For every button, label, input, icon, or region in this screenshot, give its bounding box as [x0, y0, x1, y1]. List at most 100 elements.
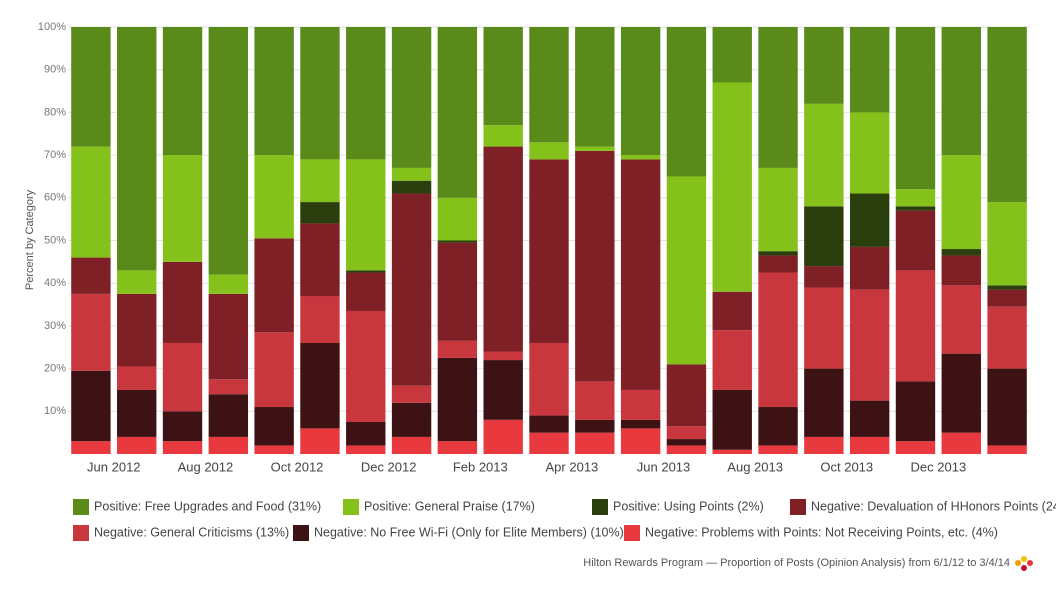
x-tick-label: Aug 2012: [178, 459, 234, 474]
bar-segment: [987, 445, 1027, 454]
bar-segment: [529, 432, 569, 454]
bar-segment: [117, 27, 157, 271]
legend-label: Positive: Using Points (2%): [613, 499, 764, 513]
bar-segment: [620, 155, 661, 160]
legend-label: Positive: Free Upgrades and Food (31%): [94, 499, 321, 513]
bar-segment: [208, 274, 249, 294]
bar-segment: [712, 27, 752, 83]
bar-segment: [391, 193, 432, 386]
bar-segment: [895, 381, 936, 442]
bar-segment: [804, 103, 844, 207]
bar-segment: [895, 210, 936, 271]
bar-segment: [987, 285, 1027, 290]
x-tick-label: Oct 2013: [820, 459, 873, 474]
legend-label: Negative: Devaluation of HHonors Points …: [811, 499, 1056, 513]
bar-segment: [987, 202, 1027, 286]
bar-segment: [254, 445, 294, 454]
bar-segment: [666, 445, 707, 454]
bar-segment: [346, 27, 386, 160]
bar-segment: [758, 255, 798, 273]
bar-segment: [666, 27, 707, 177]
bar-segment: [849, 436, 890, 454]
bar-segment: [666, 176, 707, 365]
bar-segment: [483, 351, 523, 361]
bar-segment: [162, 155, 203, 262]
bar-segment: [346, 421, 386, 446]
bar-segment: [666, 364, 707, 427]
bar-segment: [620, 428, 661, 454]
bar-segment: [208, 379, 249, 395]
legend-swatch: [624, 525, 640, 541]
legend-swatch: [73, 499, 89, 515]
bar-segment: [941, 155, 981, 250]
y-tick-label: 100%: [38, 21, 66, 33]
bar-segment: [941, 255, 981, 286]
bar-segment: [895, 270, 936, 382]
bar-segment: [758, 167, 798, 252]
legend-label: Negative: No Free Wi-Fi (Only for Elite …: [314, 525, 624, 539]
bar-segment: [437, 27, 478, 198]
bar-segment: [346, 310, 386, 422]
bar-segment: [575, 27, 615, 147]
bar-segment: [575, 381, 615, 420]
bar-segment: [941, 285, 981, 354]
bar-segment: [437, 197, 478, 241]
bar-segment: [758, 251, 798, 256]
bar-segment: [941, 249, 981, 256]
bar-segment: [391, 402, 432, 437]
bar-segment: [254, 27, 294, 156]
bar-segment: [895, 27, 936, 190]
bar-segment: [620, 27, 661, 156]
legend-swatch: [343, 499, 359, 515]
bar-segment: [117, 270, 157, 294]
bar-segment: [575, 432, 615, 454]
bar-segment: [208, 394, 249, 437]
x-tick-label: Dec 2012: [361, 459, 417, 474]
bar-segment: [895, 206, 936, 211]
bar-segment: [758, 27, 798, 168]
bar-segment: [804, 266, 844, 288]
bar-segment: [346, 270, 386, 273]
bar-segment: [437, 340, 478, 358]
legend-swatch: [73, 525, 89, 541]
bar-segment: [71, 257, 111, 294]
y-tick-label: 50%: [44, 234, 66, 246]
bar-segment: [529, 142, 569, 160]
legend-swatch: [592, 499, 608, 515]
x-tick-label: Dec 2013: [911, 459, 967, 474]
bar-segment: [483, 27, 523, 126]
bar-segment: [254, 155, 294, 239]
bar-segment: [849, 112, 890, 194]
legend-label: Negative: General Criticisms (13%): [94, 525, 289, 539]
bar-segment: [712, 330, 752, 390]
bar-segment: [941, 27, 981, 156]
y-tick-label: 60%: [44, 192, 66, 204]
bar-segment: [71, 370, 111, 442]
bar-segment: [941, 353, 981, 433]
x-tick-label: Oct 2012: [271, 459, 324, 474]
bar-segment: [804, 368, 844, 437]
bar-segment: [300, 428, 340, 454]
legend-swatch: [790, 499, 806, 515]
bar-segment: [895, 441, 936, 454]
bar-segment: [391, 27, 432, 168]
bar-segment: [804, 436, 844, 454]
legend-label: Negative: Problems with Points: Not Rece…: [645, 525, 998, 539]
bar-segment: [941, 432, 981, 454]
bar-segment: [712, 449, 752, 454]
bar-segment: [208, 436, 249, 454]
bar-segment: [575, 146, 615, 151]
bar-segment: [300, 296, 340, 343]
bar-segment: [300, 223, 340, 297]
bar-segment: [483, 125, 523, 147]
bar-segment: [437, 242, 478, 341]
bar-segment: [804, 287, 844, 369]
bar-segment: [300, 202, 340, 224]
bar-segment: [254, 238, 294, 333]
bar-segment: [254, 332, 294, 408]
bar-segment: [437, 357, 478, 442]
bar-segment: [346, 445, 386, 454]
bar-segment: [117, 366, 157, 390]
bar-segment: [987, 27, 1027, 203]
bar-segment: [162, 342, 203, 412]
